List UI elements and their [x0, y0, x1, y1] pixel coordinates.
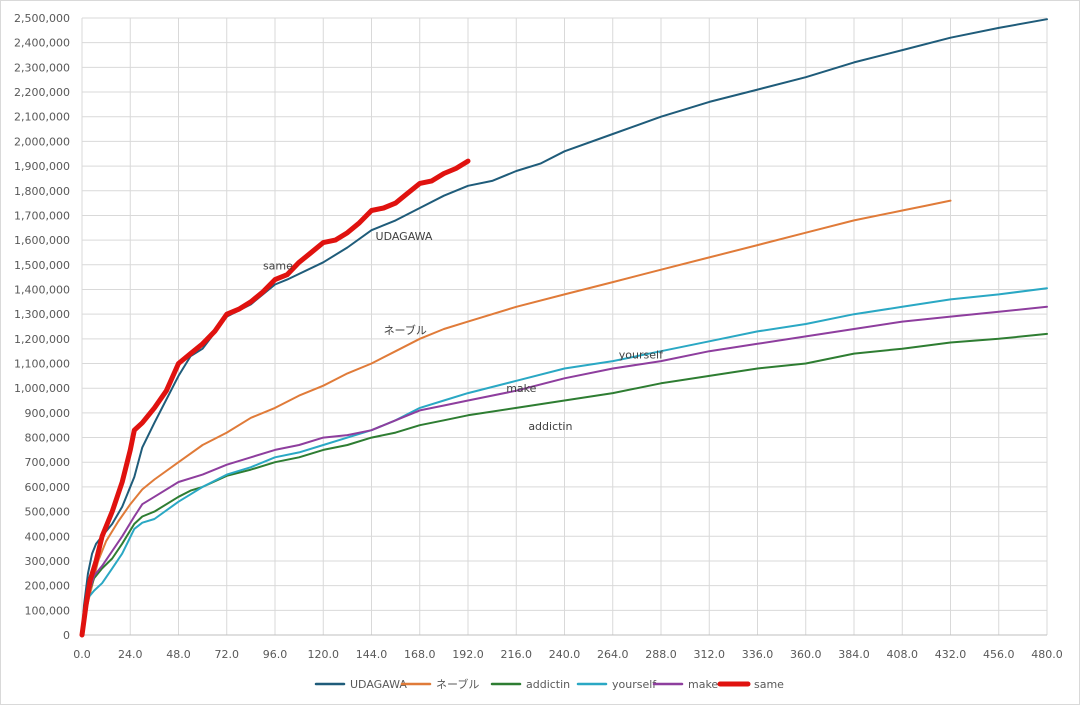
- x-tick-label: 240.0: [549, 648, 581, 661]
- x-tick-label: 312.0: [694, 648, 726, 661]
- series-line-5: [79, 158, 471, 638]
- legend-label: yourself: [612, 678, 657, 691]
- series-line-4: [81, 305, 1048, 636]
- y-tick-label: 1,900,000: [14, 160, 70, 173]
- y-tick-label: 2,200,000: [14, 86, 70, 99]
- y-tick-label: 1,800,000: [14, 185, 70, 198]
- legend: UDAGAWA ネーブル addictin yourself make same: [314, 677, 784, 691]
- series-label-2: addictin: [528, 420, 572, 433]
- axes: 0 100,000 200,000 300,000 400,000 500,000 600,…: [14, 12, 1063, 661]
- x-tick-label: 24.0: [118, 648, 143, 661]
- y-tick-label: 500,000: [25, 506, 71, 519]
- x-tick-label: 72.0: [215, 648, 240, 661]
- y-tick-label: 1,400,000: [14, 283, 70, 296]
- x-tick-label: 168.0: [404, 648, 436, 661]
- x-tick-label: 288.0: [645, 648, 677, 661]
- x-tick-label: 360.0: [790, 648, 822, 661]
- y-tick-label: 700,000: [25, 456, 71, 469]
- series-line-1: [81, 199, 952, 636]
- x-tick-label: 336.0: [742, 648, 774, 661]
- x-tick-label: 384.0: [838, 648, 870, 661]
- series-line-3: [81, 287, 1048, 636]
- series-label-5: same: [263, 260, 293, 273]
- legend-label: addictin: [526, 678, 570, 691]
- y-tick-label: 1,700,000: [14, 209, 70, 222]
- legend-label: make: [688, 678, 718, 691]
- series-line-2: [81, 332, 1048, 636]
- series-labels: UDAGAWA ネーブル addictin yourself make same: [263, 230, 664, 433]
- series-line-0: [81, 18, 1048, 636]
- x-tick-label: 480.0: [1031, 648, 1063, 661]
- x-tick-label: 96.0: [263, 648, 288, 661]
- x-tick-label: 216.0: [501, 648, 533, 661]
- y-tick-label: 200,000: [25, 580, 71, 593]
- y-tick-label: 1,600,000: [14, 234, 70, 247]
- y-tick-label: 300,000: [25, 555, 71, 568]
- x-tick-label: 144.0: [356, 648, 388, 661]
- x-tick-label: 48.0: [166, 648, 191, 661]
- legend-item-3: yourself: [576, 678, 657, 691]
- y-tick-label: 600,000: [25, 481, 71, 494]
- legend-item-1: ネーブル: [400, 677, 479, 691]
- series-label-4: make: [506, 382, 536, 395]
- x-tick-label: 0.0: [73, 648, 91, 661]
- series-label-3: yourself: [619, 349, 664, 362]
- series-label-1: ネーブル: [384, 323, 427, 337]
- x-tick-label: 264.0: [597, 648, 629, 661]
- y-tick-label: 2,000,000: [14, 135, 70, 148]
- y-tick-label: 1,300,000: [14, 308, 70, 321]
- x-tick-label: 192.0: [452, 648, 484, 661]
- x-tick-label: 456.0: [983, 648, 1015, 661]
- legend-item-5: same: [717, 678, 784, 691]
- legend-item-4: make: [652, 678, 718, 691]
- gridlines: [81, 17, 1048, 636]
- y-tick-label: 1,000,000: [14, 382, 70, 395]
- legend-label: ネーブル: [436, 677, 479, 691]
- legend-label: UDAGAWA: [350, 678, 407, 691]
- y-tick-label: 2,300,000: [14, 61, 70, 74]
- y-tick-label: 400,000: [25, 530, 71, 543]
- y-tick-label: 800,000: [25, 432, 71, 445]
- y-tick-label: 1,100,000: [14, 358, 70, 371]
- x-tick-label: 432.0: [935, 648, 967, 661]
- y-tick-label: 100,000: [25, 604, 71, 617]
- legend-item-0: UDAGAWA: [314, 678, 407, 691]
- x-tick-label: 120.0: [308, 648, 340, 661]
- y-tick-label: 2,500,000: [14, 12, 70, 25]
- legend-item-2: addictin: [490, 678, 570, 691]
- y-tick-label: 1,200,000: [14, 333, 70, 346]
- y-tick-label: 1,500,000: [14, 259, 70, 272]
- y-tick-label: 2,400,000: [14, 37, 70, 50]
- series-lines: [79, 18, 1048, 638]
- legend-label: same: [754, 678, 784, 691]
- y-tick-label: 900,000: [25, 407, 71, 420]
- series-label-0: UDAGAWA: [376, 230, 433, 243]
- x-tick-label: 408.0: [887, 648, 919, 661]
- y-tick-label: 2,100,000: [14, 111, 70, 124]
- y-tick-label: 0: [63, 629, 70, 642]
